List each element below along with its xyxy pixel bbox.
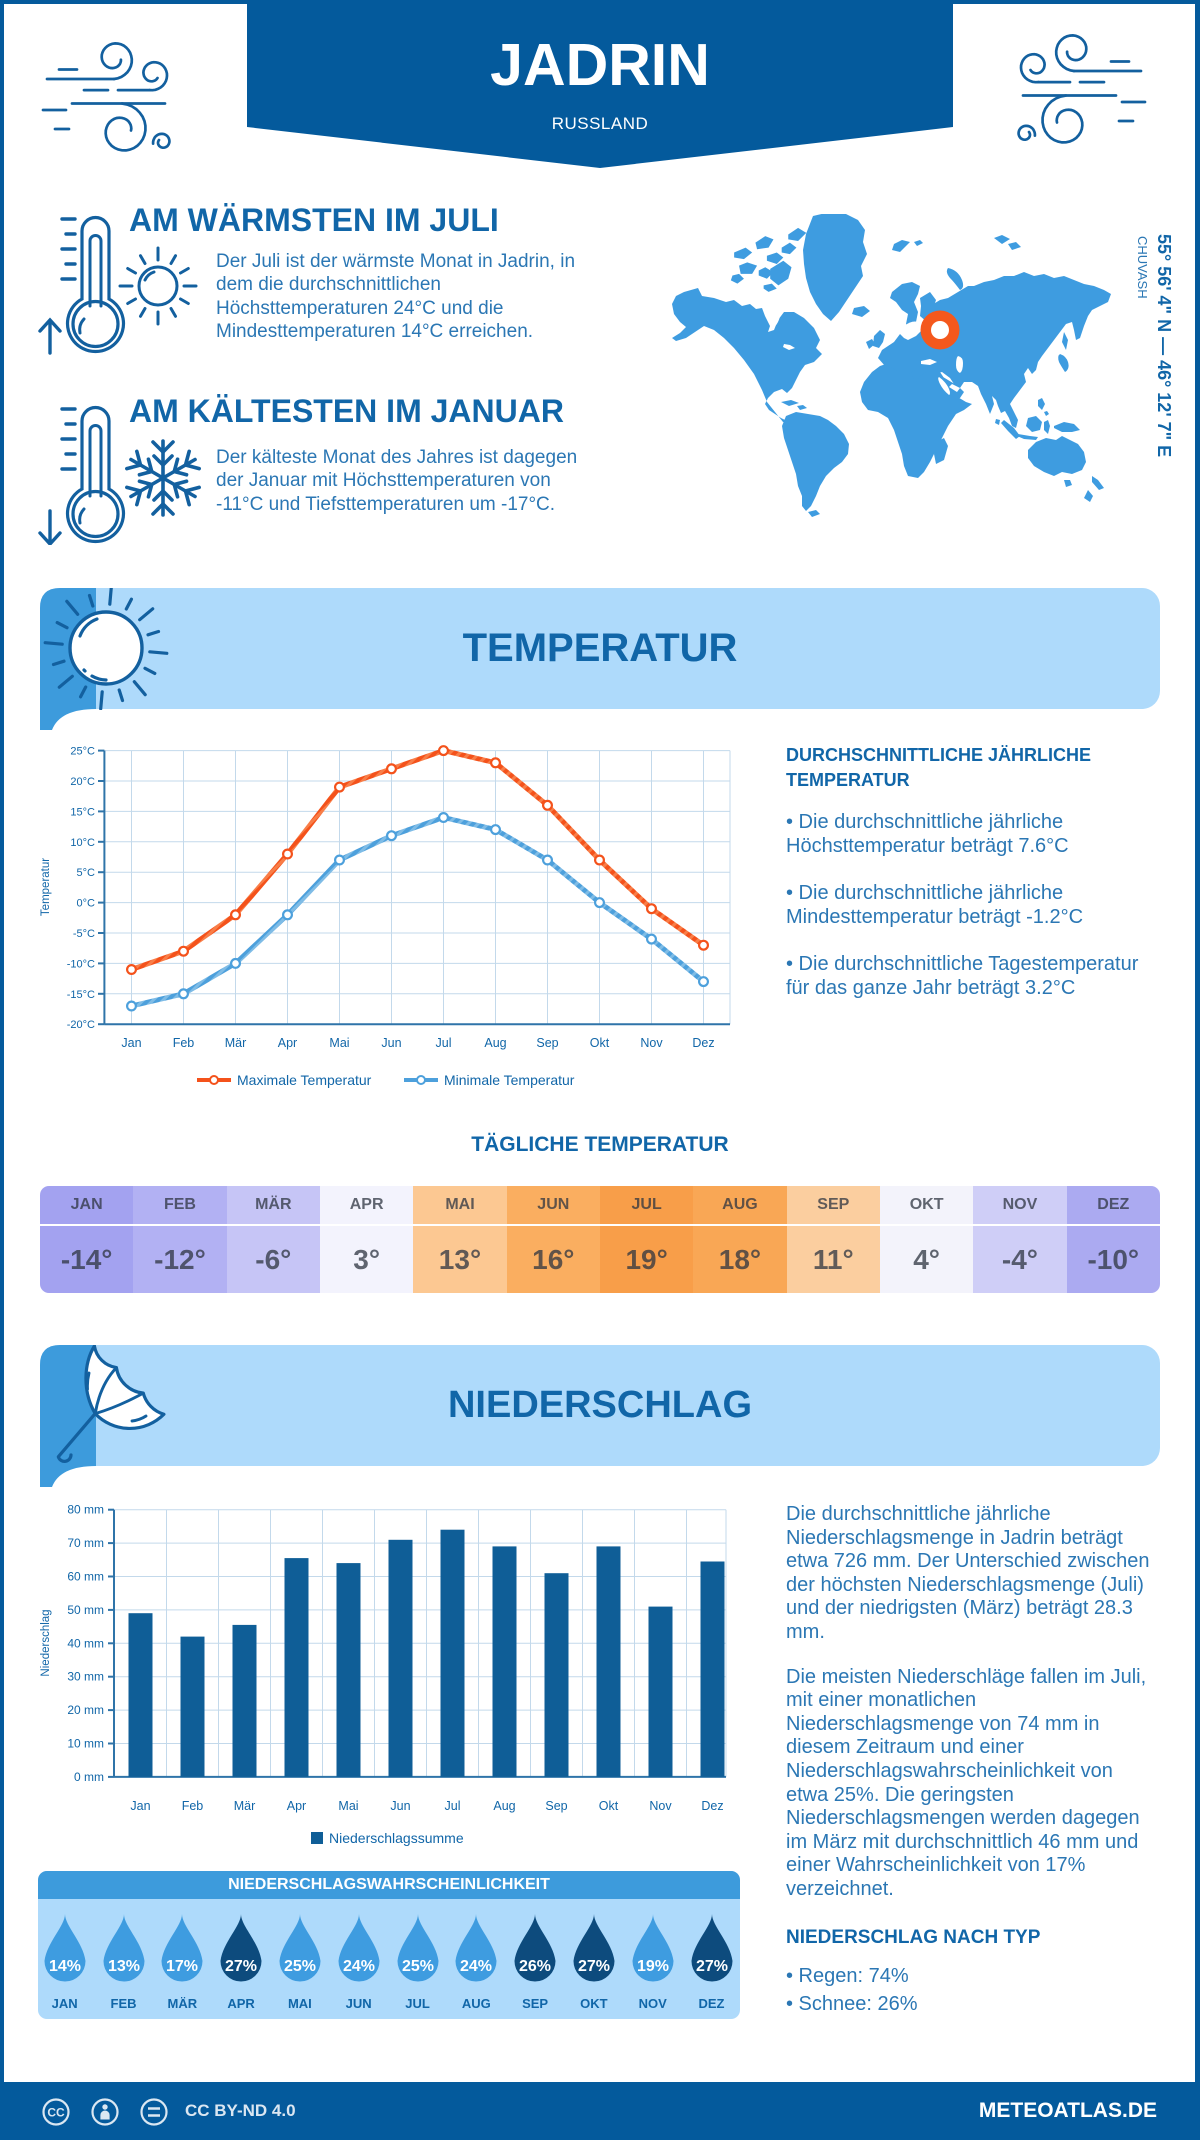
svg-text:Minimale Temperatur: Minimale Temperatur (444, 1072, 575, 1088)
svg-text:Maximale Temperatur: Maximale Temperatur (237, 1072, 372, 1088)
svg-text:Sep: Sep (536, 1036, 558, 1050)
svg-text:Mai: Mai (329, 1036, 349, 1050)
svg-text:Temperatur: Temperatur (40, 858, 52, 916)
svg-text:15°C: 15°C (70, 806, 95, 818)
svg-text:19%: 19% (637, 1958, 669, 1975)
svg-text:14%: 14% (49, 1958, 81, 1975)
svg-text:Sep: Sep (545, 1799, 567, 1813)
svg-text:Feb: Feb (182, 1799, 204, 1813)
svg-text:13%: 13% (107, 1958, 139, 1975)
svg-text:Nov: Nov (640, 1036, 663, 1050)
svg-text:Jan: Jan (121, 1036, 141, 1050)
svg-text:-5°C: -5°C (73, 928, 95, 940)
svg-text:27%: 27% (578, 1958, 610, 1975)
svg-text:Jun: Jun (390, 1799, 410, 1813)
svg-text:Niederschlagssumme: Niederschlagssumme (329, 1830, 464, 1846)
svg-text:50 mm: 50 mm (67, 1603, 104, 1617)
svg-text:Dez: Dez (692, 1036, 714, 1050)
svg-text:20°C: 20°C (70, 776, 95, 788)
svg-text:80 mm: 80 mm (67, 1503, 104, 1517)
svg-text:CC: CC (47, 2106, 65, 2120)
svg-text:70 mm: 70 mm (67, 1536, 104, 1550)
svg-text:0 mm: 0 mm (74, 1770, 104, 1784)
svg-text:Mär: Mär (234, 1799, 256, 1813)
svg-text:-15°C: -15°C (67, 989, 95, 1001)
svg-text:Dez: Dez (701, 1799, 723, 1813)
svg-text:24%: 24% (343, 1958, 375, 1975)
svg-text:60 mm: 60 mm (67, 1570, 104, 1584)
svg-text:-10°C: -10°C (67, 958, 95, 970)
svg-text:40 mm: 40 mm (67, 1636, 104, 1650)
svg-text:10°C: 10°C (70, 837, 95, 849)
svg-text:20 mm: 20 mm (67, 1703, 104, 1717)
svg-text:Mär: Mär (225, 1036, 247, 1050)
svg-text:Okt: Okt (590, 1036, 610, 1050)
svg-text:Apr: Apr (278, 1036, 297, 1050)
svg-text:Jul: Jul (436, 1036, 452, 1050)
svg-text:-20°C: -20°C (67, 1019, 95, 1031)
svg-text:17%: 17% (166, 1958, 198, 1975)
svg-text:10 mm: 10 mm (67, 1737, 104, 1751)
svg-text:Jun: Jun (381, 1036, 401, 1050)
svg-text:30 mm: 30 mm (67, 1670, 104, 1684)
svg-text:Okt: Okt (599, 1799, 619, 1813)
svg-text:25%: 25% (284, 1958, 316, 1975)
svg-text:Apr: Apr (287, 1799, 306, 1813)
svg-text:Aug: Aug (484, 1036, 506, 1050)
svg-text:25°C: 25°C (70, 746, 95, 758)
svg-text:27%: 27% (225, 1958, 257, 1975)
svg-text:27%: 27% (695, 1958, 727, 1975)
svg-text:25%: 25% (401, 1958, 433, 1975)
svg-text:Aug: Aug (493, 1799, 515, 1813)
svg-text:Jul: Jul (445, 1799, 461, 1813)
svg-text:0°C: 0°C (77, 898, 96, 910)
svg-text:Mai: Mai (338, 1799, 358, 1813)
svg-text:24%: 24% (460, 1958, 492, 1975)
svg-text:Feb: Feb (173, 1036, 195, 1050)
svg-text:26%: 26% (519, 1958, 551, 1975)
svg-text:Nov: Nov (649, 1799, 672, 1813)
svg-text:Jan: Jan (130, 1799, 150, 1813)
svg-text:Niederschlag: Niederschlag (40, 1609, 52, 1676)
svg-text:5°C: 5°C (77, 867, 96, 879)
